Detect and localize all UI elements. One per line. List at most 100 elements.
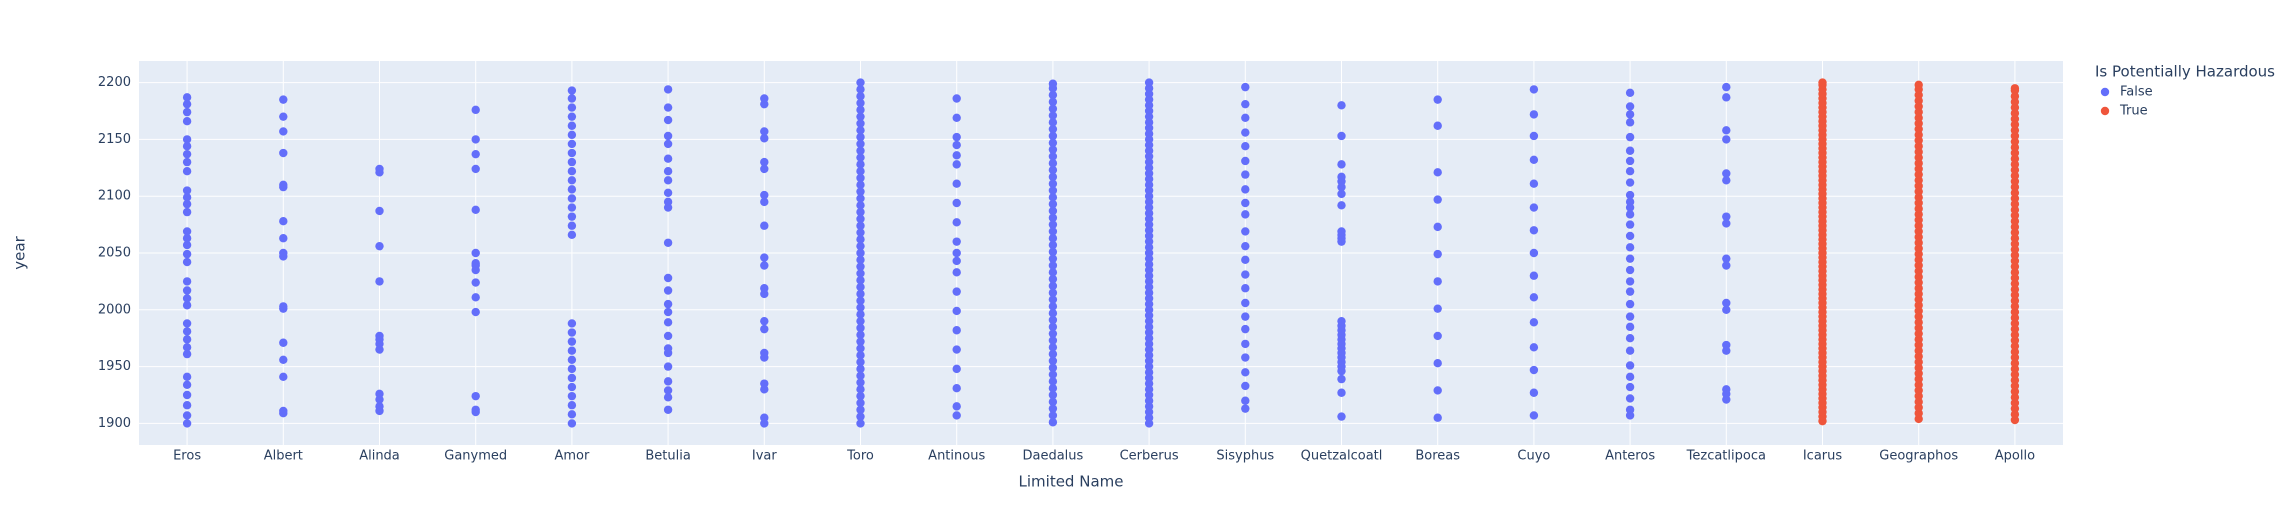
point (1048, 206, 1058, 216)
point (567, 410, 577, 419)
point (182, 107, 192, 117)
point (1625, 334, 1635, 343)
point (1529, 179, 1539, 188)
point (663, 307, 673, 317)
point (1337, 227, 1346, 236)
point (856, 255, 865, 265)
point (856, 173, 865, 183)
point (182, 157, 192, 167)
point (1625, 277, 1635, 286)
point (1625, 405, 1635, 414)
point (1529, 131, 1539, 141)
point (856, 323, 865, 333)
x-axis-title: Limited Name (1019, 473, 1124, 491)
point (279, 355, 288, 364)
point (1048, 199, 1058, 209)
point (856, 385, 865, 394)
point (663, 115, 673, 125)
point (182, 167, 192, 176)
point (760, 127, 769, 136)
point (182, 294, 192, 303)
point (1625, 254, 1635, 263)
point (1241, 339, 1250, 349)
point (1337, 316, 1346, 326)
point (663, 331, 673, 341)
point (1048, 302, 1058, 311)
point (1241, 128, 1250, 137)
point (182, 234, 192, 243)
point (1048, 172, 1058, 182)
point (279, 95, 288, 104)
point (1337, 189, 1346, 199)
point (182, 301, 192, 310)
x-tick-label: Amor (554, 449, 590, 464)
point (1625, 118, 1635, 127)
point (1722, 298, 1731, 308)
point (856, 371, 865, 380)
point (1048, 247, 1058, 257)
point (1529, 203, 1539, 212)
x-tick-label: Icarus (1803, 449, 1843, 464)
point (663, 318, 673, 327)
point (856, 160, 865, 169)
point (1048, 220, 1058, 229)
point (1625, 88, 1635, 98)
point (1337, 412, 1346, 421)
y-tick-label: 2050 (98, 246, 131, 261)
point (1722, 261, 1731, 270)
point (1337, 201, 1346, 210)
point (1048, 227, 1058, 236)
point (1241, 241, 1250, 251)
point (760, 190, 769, 200)
point (952, 268, 961, 277)
point (567, 167, 577, 176)
point (856, 194, 865, 203)
point (1625, 382, 1635, 392)
point (567, 86, 577, 95)
point (856, 269, 865, 278)
point (1337, 374, 1346, 384)
point (1529, 226, 1539, 235)
point (182, 227, 192, 236)
point (1241, 270, 1250, 279)
point (1048, 356, 1058, 366)
point (567, 382, 577, 392)
point (1241, 99, 1250, 109)
point (279, 148, 288, 158)
point (856, 364, 865, 374)
point (1625, 361, 1635, 370)
point (1048, 343, 1058, 352)
y-tick-label: 2150 (98, 132, 131, 147)
point (1048, 315, 1058, 325)
point (663, 197, 673, 207)
point (856, 132, 865, 142)
point (1625, 197, 1635, 207)
point (1241, 324, 1250, 334)
point (1048, 165, 1058, 175)
point (856, 351, 865, 360)
point (1048, 363, 1058, 372)
point (1433, 386, 1442, 395)
point (1433, 413, 1442, 422)
point (567, 364, 577, 374)
point (1048, 281, 1058, 291)
point (567, 328, 577, 337)
point (1529, 248, 1539, 258)
point (1722, 385, 1731, 394)
point (760, 157, 769, 167)
x-tick-label: Sisyphus (1216, 449, 1274, 464)
point (952, 151, 961, 160)
point (1722, 93, 1731, 102)
point (760, 164, 769, 174)
point (567, 194, 577, 203)
point (856, 282, 865, 292)
point (1241, 404, 1250, 413)
point (1241, 396, 1250, 405)
point (1625, 231, 1635, 241)
point (1337, 160, 1346, 169)
point (1625, 210, 1635, 219)
point (182, 349, 192, 359)
point (567, 203, 577, 212)
point (279, 234, 288, 243)
point (1048, 240, 1058, 250)
